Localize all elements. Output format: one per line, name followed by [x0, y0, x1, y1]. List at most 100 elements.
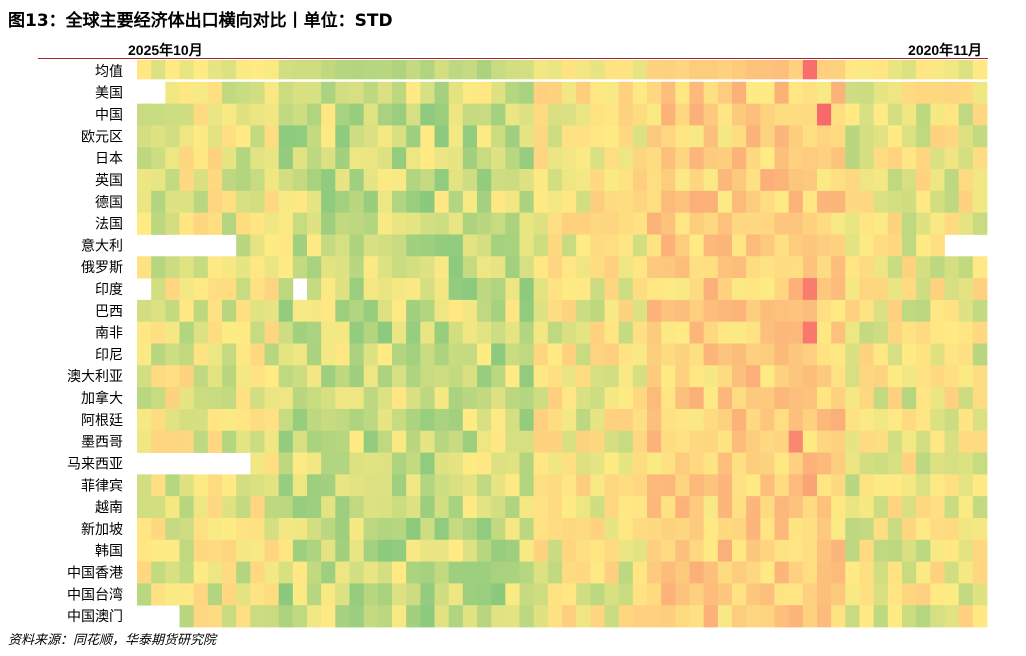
heatmap-cell — [278, 278, 294, 301]
heatmap-cell — [831, 387, 846, 410]
heatmap-cell — [547, 234, 563, 257]
heatmap-cell — [236, 561, 251, 584]
heatmap-cell — [859, 387, 875, 410]
heatmap-cell — [944, 452, 960, 475]
heatmap-cell — [916, 234, 931, 257]
heatmap-cell — [661, 147, 676, 170]
heatmap-cell — [363, 452, 379, 475]
heatmap-cell — [859, 278, 875, 301]
heatmap-cell — [264, 583, 280, 606]
heatmap-cell — [547, 430, 563, 453]
heatmap-cell — [462, 452, 478, 475]
heatmap-cell — [519, 299, 535, 323]
heatmap-cell — [278, 234, 294, 257]
heatmap-cell — [434, 169, 450, 192]
heatmap-cell — [972, 299, 988, 323]
heatmap-cell — [661, 387, 676, 410]
heatmap-cell — [760, 408, 775, 432]
heatmap-cell — [222, 496, 237, 519]
heatmap-cell — [958, 190, 974, 214]
heatmap-cell — [307, 496, 322, 519]
heatmap-cell — [462, 299, 478, 323]
heatmap-cell — [717, 583, 733, 606]
heatmap-cell — [321, 605, 336, 628]
heatmap-cell — [632, 583, 648, 606]
heatmap-cell — [788, 256, 804, 279]
heatmap-cell — [278, 517, 294, 541]
heatmap-cell — [689, 256, 705, 279]
heatmap-cell — [788, 299, 804, 323]
heatmap-cell — [859, 408, 875, 432]
heatmap-cell — [165, 583, 180, 606]
heatmap-cell — [392, 496, 407, 519]
heatmap-cell — [732, 212, 747, 235]
heatmap-cell — [193, 60, 209, 80]
heatmap-cell — [434, 60, 450, 80]
heatmap-cell — [165, 539, 180, 562]
heatmap-cell — [647, 408, 662, 432]
heatmap-cell — [732, 474, 747, 497]
heatmap-cell — [434, 103, 450, 126]
heatmap-cell — [632, 81, 648, 105]
heatmap-cell — [335, 234, 350, 257]
heatmap-cell — [760, 321, 775, 344]
heatmap-cell — [703, 147, 719, 170]
heatmap-cell — [675, 125, 690, 148]
heatmap-cell — [632, 147, 648, 170]
heatmap-cell — [576, 169, 591, 192]
row-label: 中国香港 — [67, 565, 123, 581]
heatmap-cell — [207, 60, 223, 80]
heatmap-cell — [547, 190, 563, 214]
heatmap-cell — [363, 583, 379, 606]
heatmap-cell — [873, 103, 889, 126]
heatmap-cell — [576, 147, 591, 170]
heatmap-cell — [448, 430, 464, 453]
heatmap-cell — [647, 430, 662, 453]
heatmap-cell — [165, 299, 180, 323]
heatmap-cell — [732, 147, 747, 170]
heatmap-cell — [902, 169, 917, 192]
heatmap-cell — [250, 212, 265, 235]
heatmap-cell — [632, 561, 648, 584]
heatmap-cell — [604, 299, 620, 323]
heatmap-cell — [760, 60, 775, 80]
heatmap-cell — [462, 496, 478, 519]
heatmap-cell — [363, 605, 379, 628]
heatmap-cell — [179, 517, 195, 541]
heatmap-cell — [972, 474, 988, 497]
heatmap-cell — [349, 321, 365, 344]
heatmap-cell — [519, 256, 535, 279]
heatmap-cell — [151, 583, 166, 606]
heatmap-cell — [519, 496, 535, 519]
heatmap-cell — [788, 496, 804, 519]
heatmap-cell — [519, 583, 535, 606]
heatmap-cell — [519, 103, 535, 126]
heatmap-cell — [491, 147, 506, 170]
heatmap-cell — [533, 539, 549, 562]
heatmap-cell — [618, 81, 634, 105]
row-label: 法国 — [95, 217, 123, 233]
heatmap-cell — [250, 103, 265, 126]
heatmap-cell — [590, 81, 605, 105]
heatmap-cell — [448, 517, 464, 541]
heatmap-cell — [434, 430, 450, 453]
heatmap-cell — [377, 103, 393, 126]
heatmap-cell — [321, 60, 336, 80]
heatmap-cell — [717, 169, 733, 192]
heatmap-cell — [788, 321, 804, 344]
heatmap-cell — [491, 60, 506, 80]
heatmap-cell — [292, 605, 308, 628]
heatmap-cell — [179, 103, 195, 126]
heatmap-cell — [732, 452, 747, 475]
heatmap-cell — [307, 278, 322, 301]
heatmap-cell — [845, 103, 860, 126]
heatmap-cell — [349, 583, 365, 606]
heatmap-cell — [760, 452, 775, 475]
heatmap-cell — [972, 278, 988, 301]
heatmap-cell — [802, 387, 818, 410]
heatmap-cell — [675, 452, 690, 475]
heatmap-cell — [873, 343, 889, 366]
heatmap-cell — [420, 299, 435, 323]
heatmap-cell — [377, 343, 393, 366]
heatmap-cell — [675, 256, 690, 279]
